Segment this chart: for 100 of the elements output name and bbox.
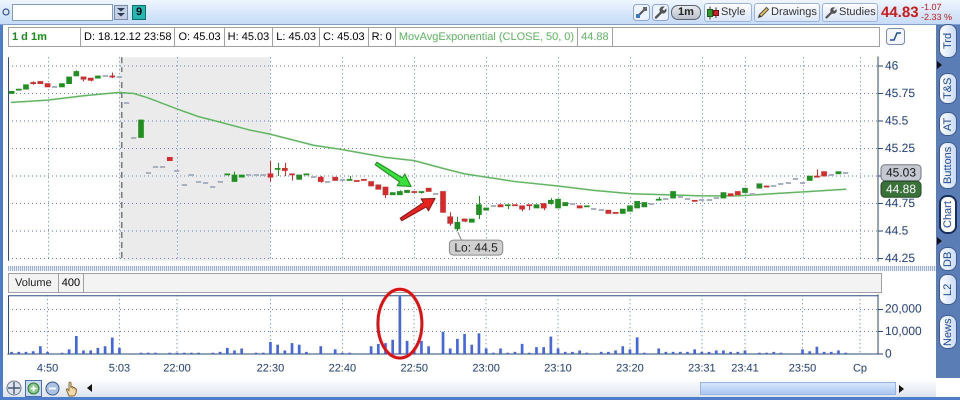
interval-button: 1m (671, 5, 701, 20)
x-tick-label: 22:40 (328, 362, 356, 375)
bar (89, 350, 92, 354)
bar (334, 349, 336, 354)
bar (370, 346, 372, 354)
bar (520, 344, 524, 354)
bar (420, 340, 423, 354)
x-tick-label: 22:50 (400, 362, 428, 375)
x-tick-label: 23:00 (472, 362, 500, 375)
bar (693, 349, 696, 354)
drawings-button: Drawings (754, 3, 820, 22)
net-change: -1.07 (921, 2, 942, 12)
candlestick (138, 119, 144, 138)
side-tab: T&S (939, 73, 957, 104)
number-badge: 9 (132, 5, 146, 20)
y-tick-label: 44.5 (885, 223, 909, 238)
info-field: C: 45.03 (320, 28, 369, 46)
bar (398, 296, 402, 354)
side-tab: L2 (939, 274, 957, 305)
side-tab: AT (939, 112, 957, 136)
bar (226, 348, 229, 354)
bar (463, 334, 466, 354)
bar (456, 338, 459, 354)
side-tab: Chart (939, 195, 957, 234)
bar (298, 344, 301, 354)
bar (319, 346, 322, 354)
side-tab: Buttons (939, 142, 957, 189)
bar (816, 346, 818, 354)
y-tick-label: 20,000 (885, 302, 922, 316)
studies-button: Studies (822, 3, 878, 22)
bar (722, 350, 725, 354)
bar (240, 348, 244, 354)
bar (550, 336, 552, 354)
annotation: Lo: 44.5 (454, 240, 498, 254)
info-field: O: 45.03 (175, 28, 225, 46)
bar (233, 350, 236, 354)
y-tick-label: 44.25 (885, 250, 916, 265)
bar (628, 349, 632, 354)
bar (118, 348, 121, 354)
y-tick-label: 45.75 (885, 86, 916, 100)
bar (484, 348, 488, 354)
bar (744, 350, 746, 354)
last-price: 44.83 (881, 3, 919, 22)
bar (535, 347, 538, 354)
x-tick-label: 23:20 (616, 362, 644, 375)
bar (269, 342, 272, 354)
bar (104, 346, 106, 354)
chart-title: 1 d 1m (9, 28, 81, 46)
bar (542, 347, 545, 354)
bar (808, 351, 812, 354)
bar (283, 350, 286, 354)
info-field: H: 45.03 (224, 28, 274, 46)
bar (442, 332, 444, 354)
bar (96, 348, 100, 354)
bar (39, 346, 42, 354)
style-button: Style (704, 3, 752, 22)
side-tab: DB (939, 247, 957, 271)
x-tick-label: Cp (852, 362, 868, 375)
x-tick-label: 5:03 (108, 362, 130, 375)
bar (290, 343, 294, 354)
candlestick (268, 160, 274, 182)
info-field: 44.88 (578, 28, 613, 46)
bar (657, 348, 660, 354)
bar (614, 350, 617, 354)
bar (68, 349, 70, 354)
text: 45.03 (886, 166, 916, 180)
bar (578, 350, 581, 354)
y-tick-label: 44.75 (885, 196, 916, 210)
info-field: R: 0 (368, 28, 396, 46)
bar (376, 344, 380, 354)
bar (448, 348, 452, 354)
info-field: D: 18.12.12 23:58 (81, 28, 176, 46)
x-tick-label: 23:41 (731, 362, 759, 375)
percent-change: -2.33 % (921, 12, 952, 22)
bar (470, 344, 474, 354)
series-name: MovAvgExponential (CLOSE, 50, 0) (396, 28, 578, 46)
x-tick-label: 23:31 (688, 362, 716, 375)
bar (32, 351, 34, 354)
bar (406, 340, 408, 354)
bar (621, 346, 624, 354)
chart-title: Volume (9, 274, 59, 292)
bar (714, 350, 718, 354)
bar (636, 337, 638, 354)
candlestick (274, 162, 280, 177)
bar (110, 338, 114, 354)
bar (478, 333, 480, 354)
y-tick-label: 10,000 (885, 324, 922, 338)
candlestick (447, 212, 454, 226)
bar (391, 340, 394, 354)
candlestick (282, 162, 288, 177)
y-tick-label: 45.25 (885, 140, 916, 155)
side-tab: News (939, 315, 957, 349)
bar (82, 350, 85, 354)
bar (74, 336, 78, 354)
bar (276, 344, 279, 354)
bar (499, 348, 502, 354)
bar (556, 348, 560, 354)
bar (427, 346, 430, 354)
x-tick-label: 4:50 (36, 362, 58, 375)
side-tab: Trd (939, 24, 957, 58)
